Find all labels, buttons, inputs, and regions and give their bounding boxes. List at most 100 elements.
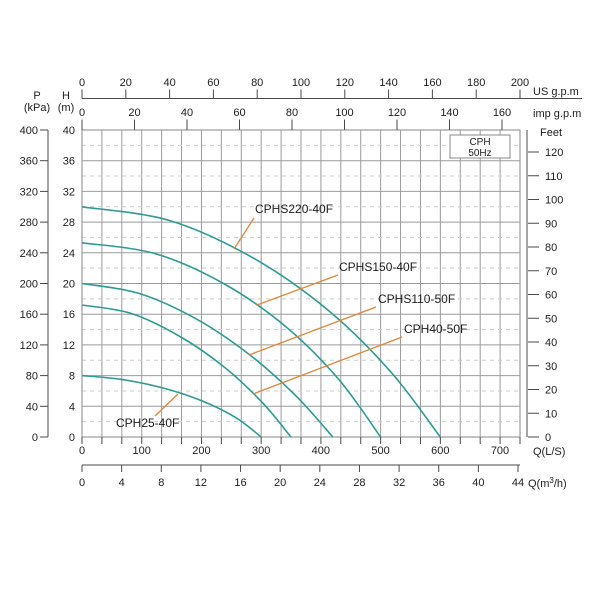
- curve-label-leader-CPH25-40F: [154, 393, 179, 417]
- kpa-tick-label: 40: [26, 401, 38, 413]
- pump-curve-CPHS220-40F: [81, 206, 441, 438]
- imp-gpm-tick-label: 60: [233, 107, 245, 119]
- head-m-tick-label: 40: [63, 125, 75, 137]
- imp-gpm-tick-label: 20: [128, 107, 140, 119]
- curve-label-CPH25-40F: CPH25-40F: [116, 416, 179, 430]
- us-gpm-tick-label: 140: [379, 77, 397, 89]
- imp-gpm-axis: 0 20 40 60 80 100 120 140 160 imp g.p.m: [79, 107, 581, 130]
- kpa-axis-title: P: [33, 90, 40, 102]
- feet-tick-label: 120: [545, 147, 563, 159]
- curve-labels: CPHS220-40F CPHS150-40F CPHS110-50F CPH40-5…: [116, 202, 467, 430]
- kpa-tick-label: 360: [20, 156, 38, 168]
- kpa-tick-label: 240: [20, 248, 38, 260]
- feet-tick-label: 20: [545, 385, 557, 397]
- us-gpm-tick-label: 20: [120, 77, 132, 89]
- pump-curve-CPH40-50F: [81, 304, 292, 438]
- m3h-tick-label: 16: [234, 477, 246, 489]
- head-m-tick-label: 28: [63, 217, 75, 229]
- us-gpm-tick-label: 200: [511, 77, 529, 89]
- curve-label-leader-CPHS110-50F: [248, 306, 377, 356]
- kpa-tick-label: 200: [20, 279, 38, 291]
- head-m-tick-label: 8: [69, 371, 75, 383]
- curve-label-leader-CPHS220-40F: [233, 217, 255, 250]
- kpa-tick-label: 320: [20, 186, 38, 198]
- flow-ls-tick-label: 100: [133, 445, 151, 457]
- curve-label-leader-CPHS150-40F: [256, 274, 339, 306]
- imp-gpm-axis-title: imp g.p.m: [533, 108, 581, 120]
- flow-ls-axis: 0 100 200 300 400 500 600 700 Q(L/S): [79, 437, 565, 458]
- curve-label-CPHS150-40F: CPHS150-40F: [339, 260, 417, 274]
- us-gpm-tick-label: 100: [292, 77, 310, 89]
- feet-tick-label: 60: [545, 290, 557, 302]
- kpa-axis-unit: (kPa): [24, 102, 50, 114]
- m3h-tick-label: 0: [79, 477, 85, 489]
- us-gpm-tick-label: 0: [79, 77, 85, 89]
- flow-ls-tick-label: 400: [312, 445, 330, 457]
- pump-curve-CPHS150-40F: [81, 242, 382, 438]
- imp-gpm-tick-label: 100: [335, 107, 353, 119]
- plot-grid: [82, 130, 520, 437]
- head-m-tick-label: 4: [69, 401, 75, 413]
- feet-axis-title: Feet: [540, 127, 562, 139]
- curve-label-CPHS220-40F: CPHS220-40F: [255, 202, 333, 216]
- us-gpm-tick-label: 80: [251, 77, 263, 89]
- imp-gpm-tick-label: 160: [493, 107, 511, 119]
- kpa-tick-label: 120: [20, 340, 38, 352]
- pump-curve-CPH25-40F: [81, 374, 262, 438]
- flow-ls-tick-label: 300: [252, 445, 270, 457]
- m3h-tick-label: 20: [274, 477, 286, 489]
- feet-tick-label: 80: [545, 242, 557, 254]
- pump-curve-CPHS110-50F: [81, 282, 334, 438]
- feet-tick-label: 70: [545, 266, 557, 278]
- feet-tick-label: 100: [545, 195, 563, 207]
- imp-gpm-tick-label: 120: [388, 107, 406, 119]
- curve-label-leader-CPH40-50F: [252, 336, 403, 395]
- feet-tick-label: 0: [545, 432, 551, 444]
- m3h-tick-label: 8: [158, 477, 164, 489]
- curve-label-CPHS110-50F: CPHS110-50F: [378, 292, 455, 306]
- flow-ls-tick-label: 600: [431, 445, 449, 457]
- feet-tick-label: 40: [545, 337, 557, 349]
- feet-tick-label: 90: [545, 218, 557, 230]
- m3h-tick-label: 36: [433, 477, 445, 489]
- flow-ls-tick-label: 200: [192, 445, 210, 457]
- m3h-tick-label: 32: [393, 477, 405, 489]
- head-m-axis-unit: (m): [58, 102, 75, 114]
- m3h-tick-label: 40: [472, 477, 484, 489]
- feet-tick-label: 50: [545, 313, 557, 325]
- us-gpm-axis: 0 20 40 60 80 100 120 140 160 180 200 US g.p.m: [79, 77, 582, 99]
- head-m-tick-label: 32: [63, 186, 75, 198]
- kpa-tick-label: 400: [20, 125, 38, 137]
- m3h-tick-label: 4: [119, 477, 125, 489]
- us-gpm-tick-label: 60: [207, 77, 219, 89]
- flow-ls-axis-title: Q(L/S): [533, 446, 565, 458]
- imp-gpm-tick-label: 0: [79, 107, 85, 119]
- us-gpm-tick-label: 40: [163, 77, 175, 89]
- us-gpm-axis-title: US g.p.m: [533, 86, 579, 98]
- m3h-tick-label: 28: [353, 477, 365, 489]
- m3h-tick-label: 24: [314, 477, 326, 489]
- kpa-tick-label: 280: [20, 217, 38, 229]
- us-gpm-tick-label: 120: [336, 77, 354, 89]
- kpa-tick-label: 80: [26, 371, 38, 383]
- frequency-box-hz: 50Hz: [468, 148, 491, 159]
- head-m-tick-label: 16: [63, 309, 75, 321]
- head-m-tick-label: 36: [63, 156, 75, 168]
- feet-tick-label: 10: [545, 408, 557, 420]
- imp-gpm-tick-label: 140: [440, 107, 458, 119]
- feet-tick-label: 30: [545, 361, 557, 373]
- flow-ls-tick-label: 0: [79, 445, 85, 457]
- m3h-axis-title: Q(m3/h): [528, 476, 567, 490]
- head-m-tick-label: 20: [63, 279, 75, 291]
- flow-ls-tick-label: 700: [491, 445, 509, 457]
- us-gpm-tick-label: 180: [467, 77, 485, 89]
- head-m-tick-label: 0: [69, 432, 75, 444]
- kpa-tick-label: 0: [32, 432, 38, 444]
- imp-gpm-tick-label: 40: [181, 107, 193, 119]
